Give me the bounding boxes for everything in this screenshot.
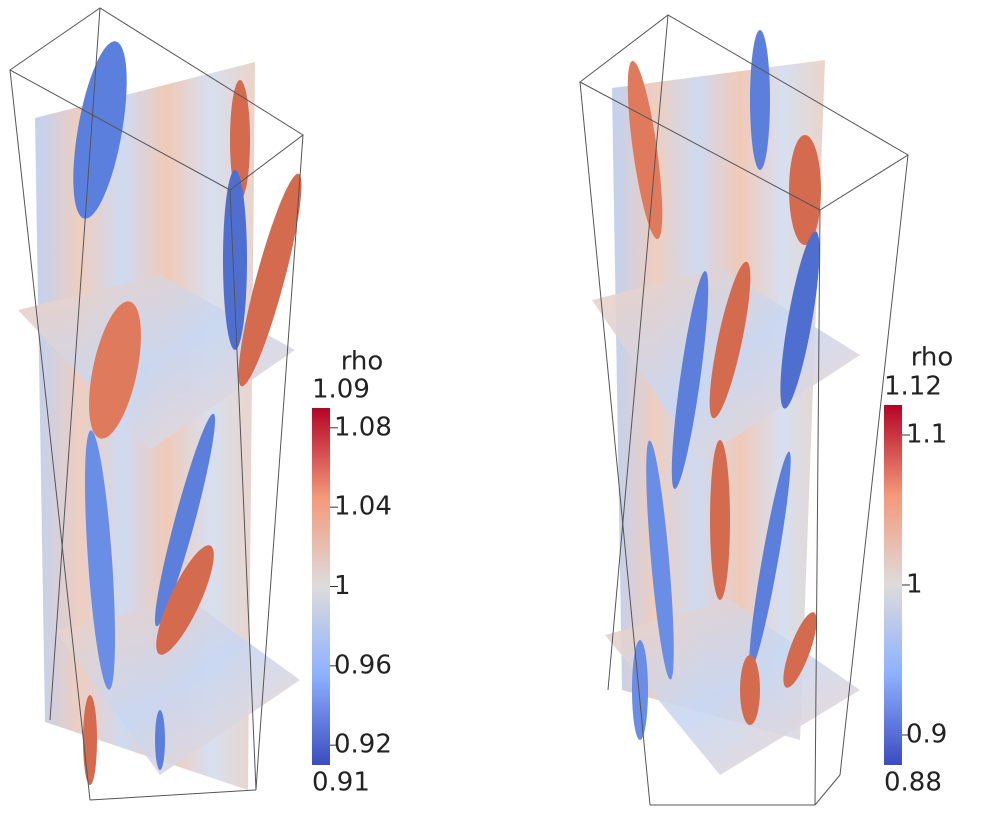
colorbar-title: rho [341, 347, 384, 377]
tick-label: 1.1 [906, 420, 947, 450]
colorbar-max: 1.12 [884, 372, 942, 402]
tick-label: 1 [906, 570, 923, 600]
tick-label: 0.96 [334, 650, 392, 680]
tick-label: 0.92 [334, 730, 392, 760]
scene: rho1.090.911.081.0410.960.92rho1.120.881… [0, 0, 989, 818]
colorbar-gradient [884, 405, 902, 765]
colorbar-max: 1.09 [312, 375, 370, 405]
render-left [10, 8, 312, 800]
tick-label: 1.04 [334, 492, 392, 522]
tick-label: 1.08 [334, 412, 392, 442]
colorbar-min: 0.91 [312, 768, 370, 798]
tick-label: 0.9 [906, 720, 947, 750]
colorbar-title: rho [911, 343, 954, 373]
tick-label: 1 [334, 571, 351, 601]
colorbar-min: 0.88 [884, 768, 942, 798]
colorbar-gradient [312, 408, 330, 765]
render-right [580, 15, 908, 805]
